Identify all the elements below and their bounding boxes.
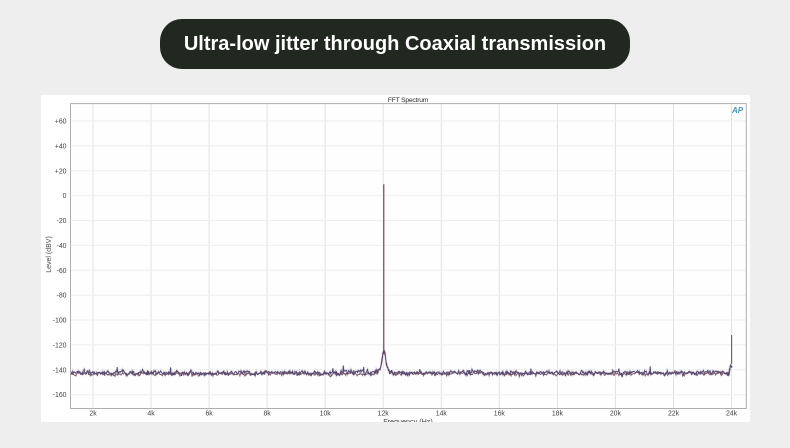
svg-text:+20: +20 xyxy=(55,168,67,175)
svg-text:-60: -60 xyxy=(57,268,67,275)
svg-text:2k: 2k xyxy=(89,411,97,418)
svg-text:24k: 24k xyxy=(726,411,738,418)
svg-text:+60: +60 xyxy=(55,119,67,126)
svg-text:14k: 14k xyxy=(436,411,448,418)
svg-text:-40: -40 xyxy=(57,243,67,250)
svg-text:FFT Spectrum: FFT Spectrum xyxy=(388,97,429,104)
svg-text:-100: -100 xyxy=(53,318,67,325)
svg-text:AP: AP xyxy=(731,106,744,115)
svg-text:4k: 4k xyxy=(147,411,155,418)
svg-text:-140: -140 xyxy=(53,367,67,374)
svg-text:0: 0 xyxy=(63,193,67,200)
svg-text:18k: 18k xyxy=(552,411,564,418)
svg-text:12k: 12k xyxy=(378,411,390,418)
svg-text:Level (dBV): Level (dBV) xyxy=(46,236,53,273)
svg-text:8k: 8k xyxy=(263,411,271,418)
svg-text:20k: 20k xyxy=(610,411,622,418)
svg-text:Frequency (Hz): Frequency (Hz) xyxy=(383,417,433,422)
svg-text:10k: 10k xyxy=(320,411,332,418)
svg-text:22k: 22k xyxy=(668,411,680,418)
svg-text:-120: -120 xyxy=(53,342,67,349)
svg-text:-20: -20 xyxy=(57,218,67,225)
svg-text:-80: -80 xyxy=(57,293,67,300)
svg-text:-160: -160 xyxy=(53,392,67,399)
svg-text:6k: 6k xyxy=(205,411,213,418)
svg-text:16k: 16k xyxy=(494,411,506,418)
svg-text:+40: +40 xyxy=(55,143,67,150)
